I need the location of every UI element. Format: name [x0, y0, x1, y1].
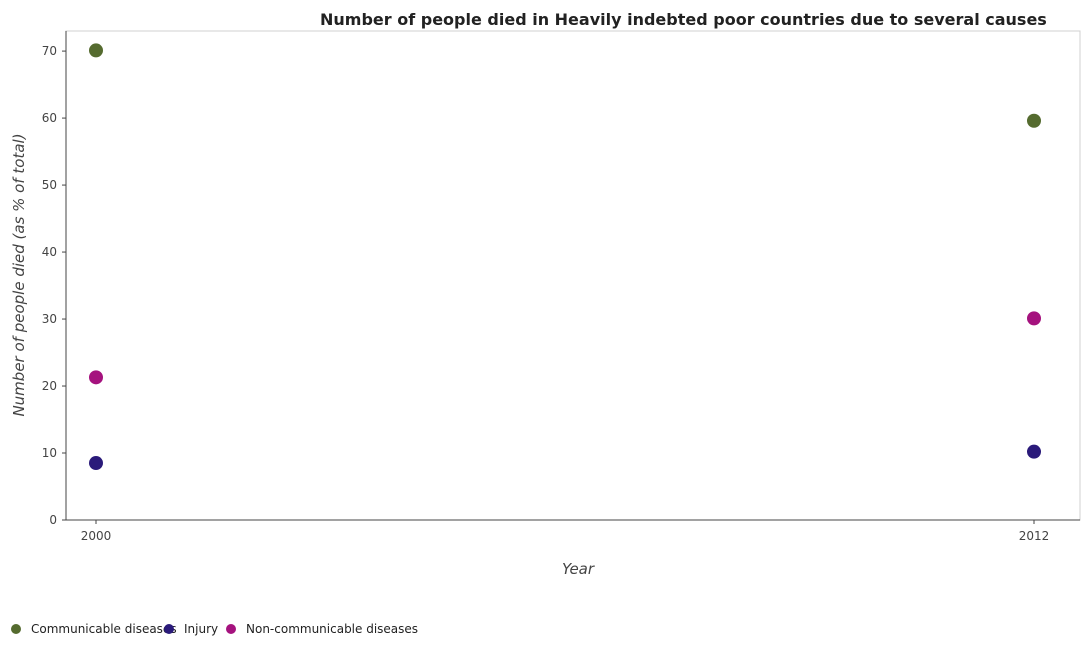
- x-axis-ticks: 2000 2012: [81, 520, 1050, 543]
- y-tick-label: 30: [42, 312, 57, 326]
- data-points: [89, 43, 1041, 471]
- y-tick-label: 70: [42, 44, 57, 58]
- legend-label: Injury: [184, 622, 218, 636]
- data-point-injury-2012: [1027, 444, 1041, 459]
- data-point-communicable-diseases-2012: [1027, 113, 1041, 128]
- legend-item: Communicable diseases: [11, 622, 177, 636]
- y-tick-label: 50: [42, 178, 57, 192]
- y-tick-label: 10: [42, 446, 57, 460]
- x-axis-title: Year: [562, 560, 595, 578]
- legend-item: Injury: [164, 622, 218, 636]
- chart-title: Number of people died in Heavily indebte…: [320, 10, 1047, 29]
- y-tick-label: 0: [49, 513, 57, 527]
- data-point-non-communicable-diseases-2000: [89, 370, 103, 385]
- legend-marker: [226, 624, 236, 634]
- y-axis-title: Number of people died (as % of total): [10, 133, 28, 416]
- data-point-injury-2000: [89, 456, 103, 471]
- legend-marker: [164, 624, 174, 634]
- legend-label: Communicable diseases: [31, 622, 177, 636]
- y-tick-label: 40: [42, 245, 57, 259]
- legend: Communicable diseases Injury Non-communica…: [11, 622, 418, 636]
- legend-label: Non-communicable diseases: [246, 622, 418, 636]
- data-point-communicable-diseases-2000: [89, 43, 103, 58]
- x-tick-label: 2012: [1019, 529, 1050, 543]
- legend-marker: [11, 624, 21, 634]
- y-tick-label: 60: [42, 111, 57, 125]
- y-tick-label: 20: [42, 379, 57, 393]
- legend-item: Non-communicable diseases: [226, 622, 418, 636]
- data-point-non-communicable-diseases-2012: [1027, 311, 1041, 326]
- plot-area: [65, 30, 1081, 521]
- x-tick-label: 2000: [81, 529, 112, 543]
- y-axis-ticks: 0 10 20 30 40 50 60 70: [42, 44, 66, 527]
